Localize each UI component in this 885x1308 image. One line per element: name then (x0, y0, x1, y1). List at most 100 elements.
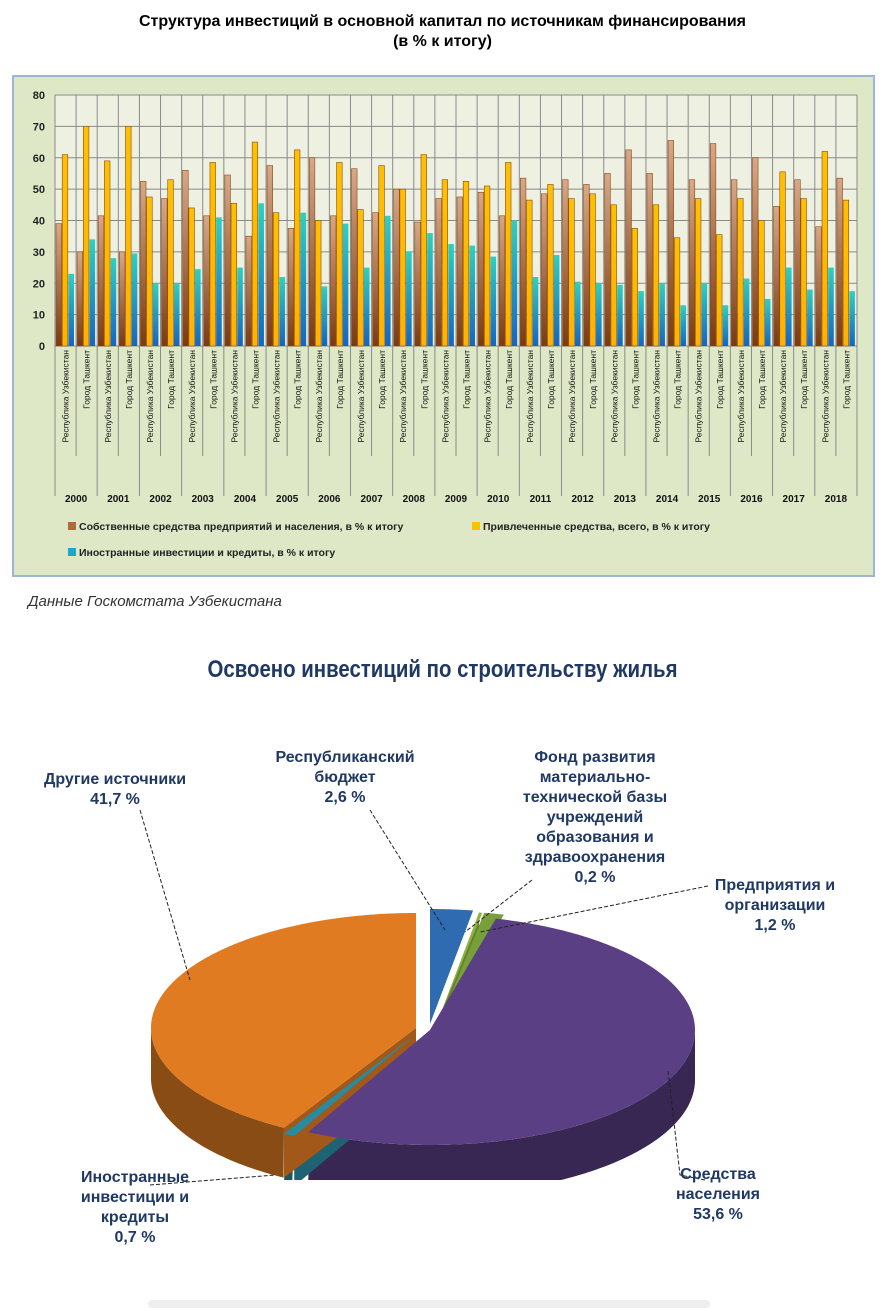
x-subcategory-label: Республика Узбекистан (609, 350, 619, 443)
pie-label-text: учреждений (546, 809, 644, 826)
x-subcategory-label: Город Ташкент (124, 350, 134, 409)
bar (266, 165, 273, 347)
bar (89, 239, 96, 346)
bar (456, 196, 463, 347)
bar (209, 162, 216, 347)
bar (604, 173, 611, 347)
bar (173, 283, 180, 346)
x-subcategory-label: Город Ташкент (757, 350, 767, 409)
bar (659, 283, 665, 346)
bar (716, 234, 723, 347)
x-year-label: 2018 (825, 494, 848, 505)
x-year-label: 2000 (65, 494, 88, 505)
bar (342, 223, 349, 346)
x-year-label: 2006 (318, 494, 341, 505)
x-subcategory-label: Город Ташкент (166, 350, 176, 409)
bar (140, 180, 147, 347)
x-subcategory-label: Город Ташкент (546, 350, 556, 409)
bar (237, 267, 243, 346)
x-year-label: 2017 (783, 494, 806, 505)
bar (146, 196, 153, 347)
bar (224, 174, 231, 347)
x-year-label: 2001 (107, 494, 130, 505)
pie-label-text: бюджет (314, 769, 376, 786)
bar (279, 276, 286, 346)
y-tick-label: 60 (33, 153, 45, 165)
bar (638, 291, 644, 346)
bar (414, 221, 421, 347)
bar (393, 188, 400, 347)
y-tick-label: 0 (39, 341, 45, 353)
x-subcategory-label: Республика Узбекистан (694, 350, 704, 443)
x-subcategory-label: Республика Узбекистан (525, 350, 535, 443)
bar (583, 184, 590, 347)
bar (709, 143, 717, 347)
bar (188, 207, 195, 347)
pie-label-text: кредиты (100, 1209, 170, 1226)
pie-value-label: 0,2 % (574, 869, 616, 886)
bar (448, 244, 454, 346)
x-year-label: 2013 (614, 494, 637, 505)
x-year-label: 2016 (740, 494, 763, 505)
bar (272, 212, 280, 347)
pie-slice (430, 909, 474, 1024)
bar (182, 170, 189, 347)
x-year-label: 2003 (192, 494, 215, 505)
bar (596, 283, 602, 346)
x-subcategory-label: Республика Узбекистан (314, 350, 324, 443)
bar (680, 305, 687, 346)
bar (308, 157, 316, 347)
scrollbar[interactable] (148, 1300, 710, 1308)
bar (83, 126, 90, 347)
legend-label: Привлеченные средства, всего, в % к итог… (483, 521, 710, 533)
bar (230, 202, 237, 347)
pie-label-text: инвестиции и (80, 1189, 190, 1206)
x-subcategory-label: Город Ташкент (293, 350, 303, 409)
x-subcategory-label: Республика Узбекистан (229, 350, 239, 443)
bar (420, 154, 427, 347)
x-subcategory-label: Республика Узбекистан (483, 350, 493, 443)
legend-swatch (68, 522, 76, 530)
bar (849, 291, 855, 346)
bar (251, 141, 259, 347)
pie-label: Республиканский бюджет 2,6 % (270, 748, 420, 808)
bar (617, 284, 623, 346)
bar (462, 180, 470, 347)
bar (511, 220, 518, 346)
x-subcategory-label: Республика Узбекистан (398, 350, 408, 443)
pie-value-label: 2,6 % (324, 789, 366, 806)
x-year-label: 2004 (234, 494, 257, 505)
bar (695, 198, 702, 347)
bar (815, 226, 822, 347)
pie-label-text: Предприятия и (714, 877, 836, 894)
bar (152, 283, 159, 346)
bar (167, 179, 174, 347)
bar (505, 162, 512, 347)
bar (490, 256, 497, 346)
pie-chart-title: Освоено инвестиций по строительству жиль… (207, 656, 678, 683)
bar (652, 204, 660, 347)
bar (330, 215, 337, 347)
x-year-label: 2002 (149, 494, 172, 505)
bar (68, 273, 74, 346)
bar (110, 258, 117, 346)
bar (800, 198, 807, 347)
pie-label: Фонд развития материально-технической баз… (500, 748, 690, 888)
bar (574, 281, 581, 346)
bar (351, 168, 358, 347)
bar (300, 212, 307, 346)
pie-slice (436, 912, 483, 1026)
bar (731, 179, 738, 347)
bar (315, 220, 322, 347)
bar (821, 151, 828, 347)
bar-chart-subtitle: (в % к итогу) (393, 33, 492, 50)
bar (589, 193, 596, 347)
bar (752, 157, 759, 347)
bar (245, 235, 252, 347)
pie-slice (308, 918, 695, 1145)
x-subcategory-label: Республика Узбекистан (356, 350, 366, 443)
bar (469, 245, 475, 346)
legend-label: Собственные средства предприятий и насел… (79, 521, 404, 533)
x-subcategory-label: Республика Узбекистан (145, 350, 155, 443)
bar (722, 305, 729, 346)
